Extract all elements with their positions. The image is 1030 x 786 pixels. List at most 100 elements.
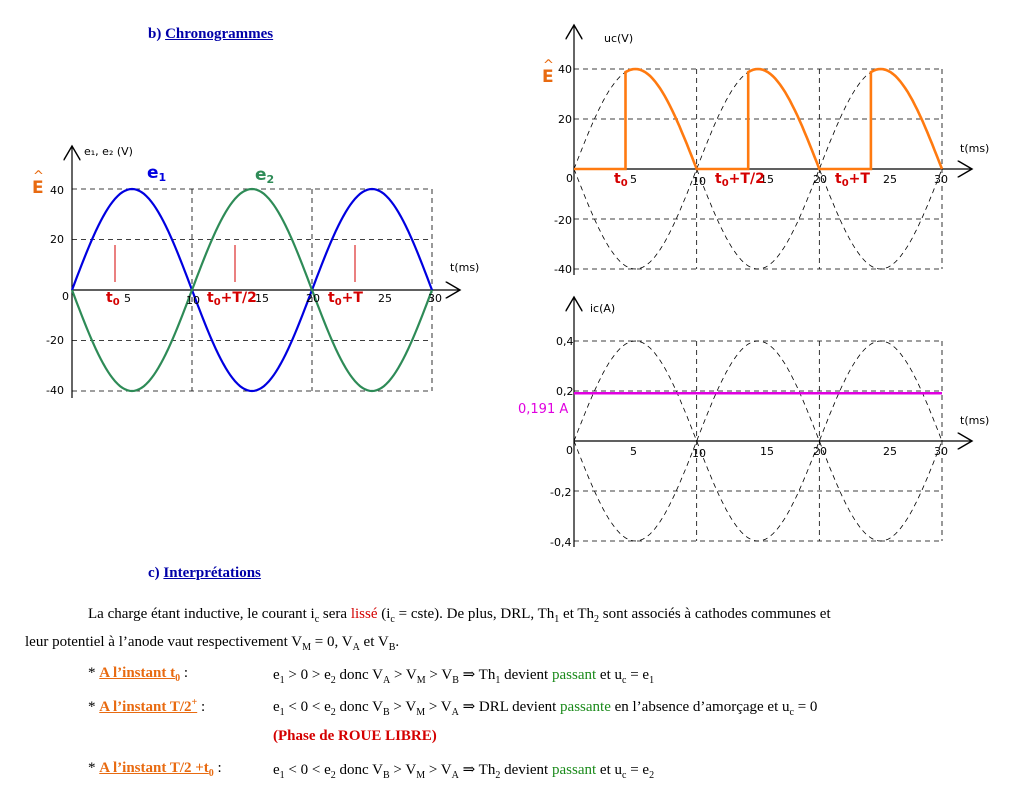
p1-text-i: et Th [559, 606, 595, 622]
left-label-t0: t0 [106, 290, 120, 308]
r3-b: < 0 < e [284, 762, 331, 778]
r2-f: ⇒ DRL devient [458, 699, 561, 715]
left-xtick-25: 25 [378, 292, 392, 305]
paragraph-line-1: La charge étant inductive, le courant ic… [88, 600, 1018, 634]
right-top-xtick-labels: 0 5 10 15 20 25 30 [566, 172, 948, 188]
r1-b: > 0 > e [284, 667, 331, 683]
left-xtick-5: 5 [124, 292, 131, 305]
left-chart: e₁, e₂ (V) t(ms) E ^ e1 e2 40 20 -20 -40… [32, 140, 479, 398]
left-xtick-10: 10 [186, 294, 200, 307]
r3-c: donc V [335, 762, 383, 778]
right-bottom-level-label: 0,191 A [518, 402, 568, 417]
rt-xtick-20: 20 [813, 173, 827, 186]
r3-s3: B [382, 770, 390, 781]
right-top-ehat-label: E [542, 67, 554, 87]
phase-roue-libre: (Phase de ROUE LIBRE) [273, 728, 437, 744]
p1-text-g: = cste). De plus, DRL, Th [394, 606, 555, 622]
left-e2-curve [70, 187, 434, 393]
case-3-title: A l’instant T/2 +t0 [99, 760, 214, 779]
rt-xtick-10: 10 [692, 175, 706, 188]
r2-b: < 0 < e [284, 699, 331, 715]
left-xlabel: t(ms) [450, 261, 479, 274]
left-ytick-20: 20 [50, 233, 64, 246]
p1-sub-2: 2 [594, 614, 600, 625]
paragraph-line-2: leur potentiel à l’anode vaut respective… [25, 628, 399, 662]
right-bottom-xlabel: t(ms) [960, 414, 989, 427]
right-top-ehat-hat: ^ [543, 58, 554, 73]
r1-s1: 1 [279, 675, 285, 686]
rt-label-t0: t0 [614, 171, 628, 189]
r1-c: donc V [335, 667, 383, 683]
r3-i: et u [596, 762, 622, 778]
p1-text-a: La charge étant inductive, le courant i [88, 606, 315, 622]
case-2-colon: : [197, 699, 206, 715]
rb-ytick-m02: -0,2 [550, 486, 571, 499]
r1-s6: 1 [495, 675, 501, 686]
rb-xtick-5: 5 [630, 445, 637, 458]
p2-text-g: . [395, 634, 400, 650]
r3-e: > V [425, 762, 452, 778]
case-1-label: * A l’instant t0 : [88, 665, 188, 684]
case-row-2: * A l’instant T/2+ : e1 < 0 < e2 donc VB… [88, 697, 988, 723]
rb-xtick-20: 20 [813, 445, 827, 458]
rt-ytick-40: 40 [558, 63, 572, 76]
p1-text-c: sera [319, 606, 351, 622]
r1-a: e [273, 667, 280, 683]
case-2-title: A l’instant T/2+ [99, 697, 198, 715]
case-1-equation: e1 > 0 > e2 donc VA > VM > VB ⇒ Th1 devi… [273, 665, 654, 686]
rb-xtick-30: 30 [934, 445, 948, 458]
rt-label-t0T2: t0+T/2 [715, 171, 765, 189]
rt-xtick-25: 25 [883, 173, 897, 186]
r2-s5: A [451, 707, 459, 718]
right-top-chart: uc(V) t(ms) E ^ 40 20 -20 -40 0 5 10 15 … [542, 20, 989, 276]
rt-xtick-30: 30 [934, 173, 948, 186]
left-ytick-40: 40 [50, 184, 64, 197]
case-1-colon: : [180, 665, 189, 681]
section-c-title: Interprétations [163, 565, 261, 581]
r3-f: ⇒ Th [458, 762, 496, 778]
r2-e: > V [425, 699, 452, 715]
right-top-ylabel: uc(V) [604, 32, 633, 45]
rb-ytick-04: 0,4 [556, 335, 574, 348]
right-bottom-chart: ic(A) t(ms) 0,191 A 0,4 0,2 -0,2 -0,4 0 … [518, 292, 989, 549]
left-ytick-m20: -20 [46, 334, 64, 347]
left-xtick-labels: 0 5 10 15 20 25 30 [62, 290, 442, 307]
rb-xtick-25: 25 [883, 445, 897, 458]
p2-sub-A: A [352, 642, 360, 653]
rt-xtick-15: 15 [760, 173, 774, 186]
r3-d: > V [389, 762, 417, 778]
r3-s4: M [416, 770, 426, 781]
rb-xtick-0: 0 [566, 444, 573, 457]
p2-sub-M: M [302, 642, 312, 653]
rb-ytick-m04: -0,4 [550, 536, 571, 549]
right-top-xlabel: t(ms) [960, 142, 989, 155]
right-top-marker-labels: t0 t0+T/2 t0+T [614, 171, 870, 189]
right-bottom-ref-1 [573, 340, 943, 542]
case-row-3: * A l’instant T/2 +t0 : e1 < 0 < e2 donc… [88, 760, 988, 786]
case-1-star: * [88, 665, 96, 681]
rt-ytick-20: 20 [558, 113, 572, 126]
right-bottom-ytick-labels: 0,4 0,2 -0,2 -0,4 [550, 335, 574, 549]
p2-sub-B: B [388, 642, 396, 653]
r2-j: = 0 [793, 699, 818, 715]
section-b-title: Chronogrammes [165, 26, 274, 42]
section-b-heading: b) Chronogrammes [148, 26, 273, 43]
rt-ytick-m20: -20 [554, 214, 572, 227]
p1-lisse: lissé [350, 606, 378, 622]
r1-e: > V [425, 667, 453, 683]
r1-s3: A [382, 675, 391, 686]
rt-label-t0T: t0+T [835, 171, 870, 189]
r2-s4: M [416, 707, 426, 718]
p1-sub-c1: c [314, 614, 320, 625]
case-3-colon: : [213, 760, 222, 776]
r2-c: donc V [335, 699, 383, 715]
r3-s5: A [451, 770, 459, 781]
case-3-equation: e1 < 0 < e2 donc VB > VM > VA ⇒ Th2 devi… [273, 760, 654, 781]
r3-s7: c [621, 770, 627, 781]
left-label-t0T: t0+T [328, 290, 363, 308]
right-bottom-xtick-labels: 0 5 10 15 20 25 30 [566, 444, 948, 460]
p2-text-e: et V [359, 634, 389, 650]
left-xtick-0: 0 [62, 290, 69, 303]
case-3-label: * A l’instant T/2 +t0 : [88, 760, 222, 779]
p1-text-k: sont associés à cathodes communes et [599, 606, 831, 622]
